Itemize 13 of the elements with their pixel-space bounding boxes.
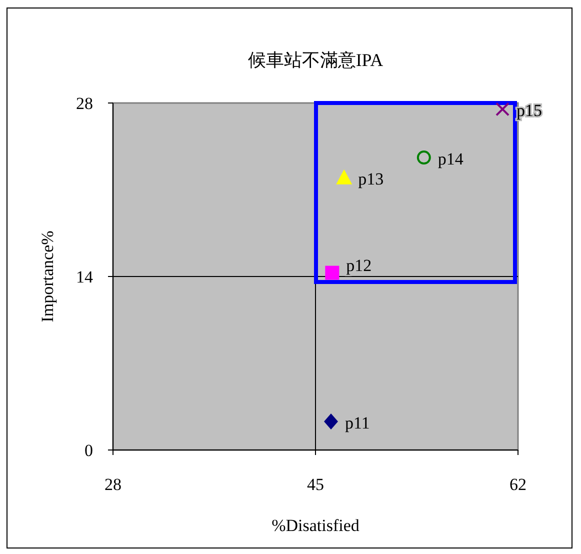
chart-title: 候車站不滿意IPA [248,50,384,70]
x-axis-title: %Disatisfied [272,516,360,535]
x-tick-label: 28 [104,475,122,494]
x-tick-label: 62 [510,475,526,494]
series-label: p14 [438,150,464,169]
x-tick-label: 45 [307,475,324,494]
y-axis-title: Importance% [38,230,57,322]
series-label: p13 [358,169,384,188]
y-tick-label: 14 [76,268,94,286]
y-tick-label: 0 [84,441,93,460]
y-tick-label: 28 [76,94,93,113]
series-label: p11 [344,413,370,432]
series-label: p12 [346,256,372,275]
